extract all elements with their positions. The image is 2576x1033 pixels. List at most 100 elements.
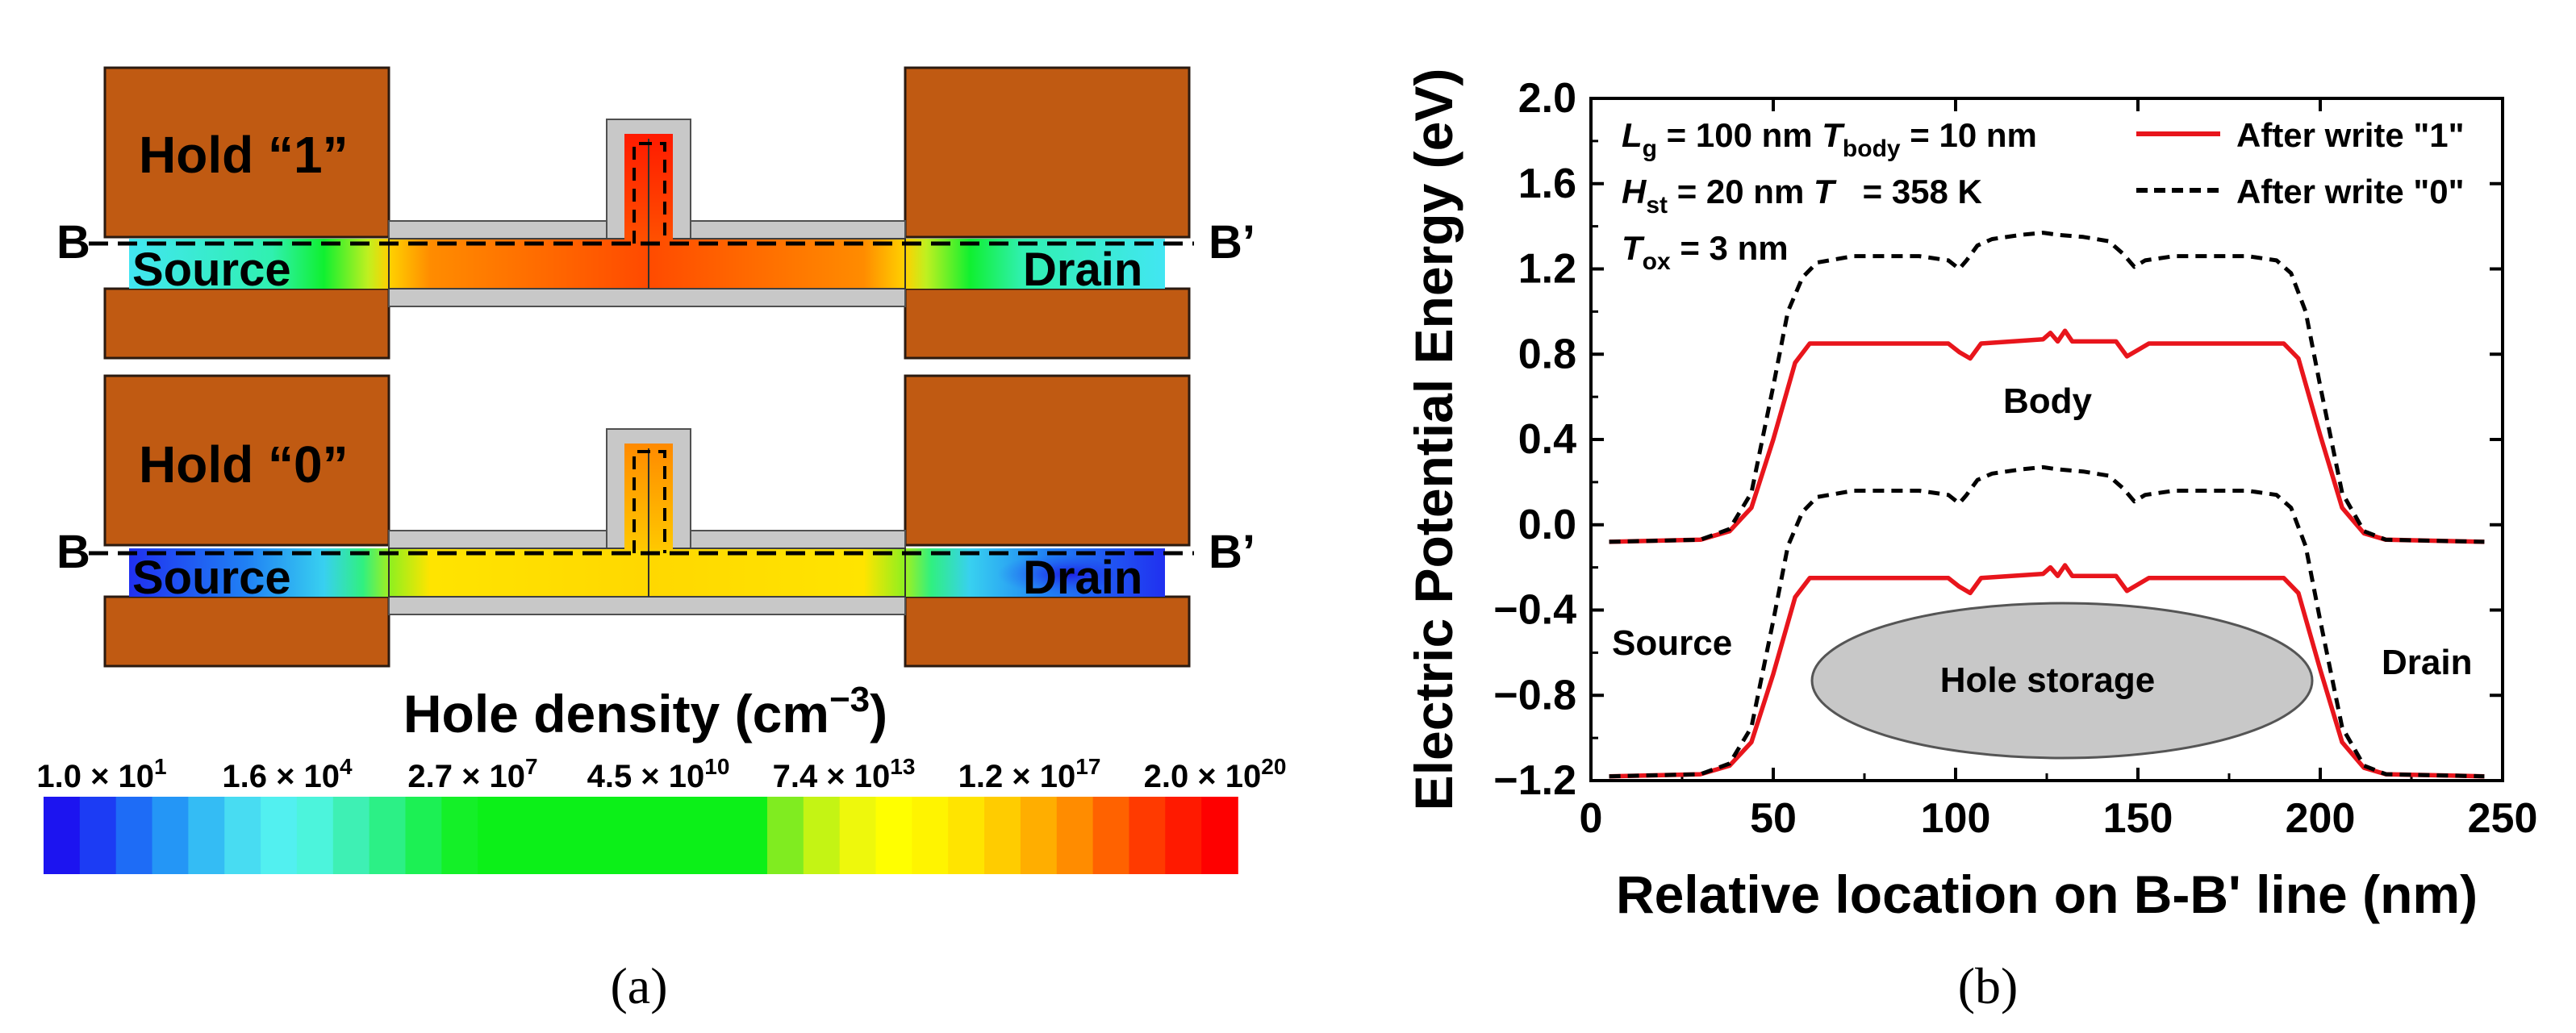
y-axis-label: Electric Potential Energy (eV) bbox=[1404, 69, 1463, 811]
y-tick-label: −0.8 bbox=[1493, 672, 1576, 719]
colorbar-cell bbox=[766, 797, 804, 874]
colorbar-cell bbox=[695, 797, 732, 874]
x-tick-label: 250 bbox=[2468, 795, 2538, 842]
y-tick-label: 0.0 bbox=[1518, 502, 1576, 548]
source-region bbox=[129, 239, 389, 289]
colorbar-tick-labels: 1.0 × 101 1.6 × 104 2.7 × 107 4.5 × 1010 7.4… bbox=[36, 754, 1286, 794]
channel-region bbox=[388, 548, 906, 598]
x-tick-label: 200 bbox=[2286, 795, 2356, 842]
colorbar-tick-label: 1.0 × 101 bbox=[36, 754, 166, 794]
drain-contact-bottom bbox=[904, 287, 1191, 360]
colorbar-cell bbox=[332, 797, 370, 874]
cut-line-fin bbox=[633, 450, 666, 553]
parameter-block: Lg = 100 nm Tbody = 10 nm Hst = 20 nm T … bbox=[1622, 116, 2037, 275]
device-hold-1: Hold “1” Source Drain B B’ bbox=[56, 66, 1255, 360]
colorbar-tick-label: 1.2 × 1017 bbox=[958, 754, 1101, 794]
series-line-1 bbox=[1609, 563, 2485, 779]
colorbar-cell bbox=[1165, 797, 1202, 874]
drain-contact-top bbox=[904, 374, 1191, 547]
x-axis-label: Relative location on B-B' line (nm) bbox=[1616, 864, 2478, 924]
colorbar-cell bbox=[441, 797, 478, 874]
x-tick-label: 0 bbox=[1580, 795, 1603, 842]
colorbar-tick-label: 2.7 × 107 bbox=[407, 754, 537, 794]
colorbar-cell bbox=[79, 797, 117, 874]
colorbar-cell bbox=[622, 797, 660, 874]
colorbar-cell bbox=[152, 797, 190, 874]
colorbar-cell bbox=[405, 797, 443, 874]
legend: After write "1" After write "0" bbox=[2136, 116, 2465, 210]
colorbar-cell bbox=[115, 797, 153, 874]
series-line-2 bbox=[1609, 231, 2485, 544]
device-hold-0: Hold “0” Source Drain B B’ bbox=[56, 374, 1255, 668]
channel-region bbox=[388, 238, 906, 289]
y-tick-label: 1.6 bbox=[1518, 160, 1576, 207]
device-title: Hold “0” bbox=[139, 435, 349, 494]
colorbar-cell bbox=[224, 797, 261, 874]
colorbar-cell bbox=[478, 797, 515, 874]
drain-contact-bottom bbox=[904, 595, 1191, 668]
hole-storage-ellipse bbox=[1810, 602, 2314, 760]
colorbar-tick-label: 4.5 × 1010 bbox=[587, 754, 730, 794]
chart-series bbox=[1609, 231, 2485, 779]
colorbar: Hole density (cm−3) 1.0 × 101 1.6 × 104 2.… bbox=[36, 680, 1286, 874]
y-tick-label: 2.0 bbox=[1518, 75, 1576, 122]
colorbar-cell bbox=[261, 797, 298, 874]
annotation-body: Body bbox=[2003, 381, 2093, 421]
colorbar-cell bbox=[658, 797, 696, 874]
colorbar-cell bbox=[984, 797, 1021, 874]
series-line-3 bbox=[1609, 464, 2485, 779]
cut-line-fin bbox=[633, 142, 666, 244]
colorbar-cell bbox=[1020, 797, 1058, 874]
colorbar-cell bbox=[188, 797, 226, 874]
source-contact-top bbox=[103, 66, 390, 239]
x-tick-label: 100 bbox=[1921, 795, 1991, 842]
panel-a: Hold “1” Source Drain B B’ Hold “0” bbox=[36, 66, 1286, 1014]
param-line-2: Hst = 20 nm T = 358 K bbox=[1622, 173, 1982, 219]
x-axis-ticks: 0 50 100 150 200 250 bbox=[1580, 98, 2538, 842]
colorbar-cell bbox=[839, 797, 877, 874]
y-tick-label: 0.4 bbox=[1518, 416, 1576, 463]
source-contact-bottom bbox=[103, 287, 390, 360]
panel-b-label: (b) bbox=[1958, 957, 2019, 1014]
param-line-1: Lg = 100 nm Tbody = 10 nm bbox=[1622, 116, 2037, 162]
colorbar-gradient bbox=[44, 797, 1238, 874]
annotation-hole-storage: Hole storage bbox=[1940, 660, 2156, 700]
colorbar-cell bbox=[369, 797, 407, 874]
panel-a-label: (a) bbox=[610, 957, 667, 1014]
gate-oxide-bottom bbox=[388, 288, 906, 307]
x-tick-label: 150 bbox=[2103, 795, 2173, 842]
y-tick-label: −1.2 bbox=[1493, 757, 1576, 804]
colorbar-cell bbox=[1201, 797, 1238, 874]
series-line-0 bbox=[1609, 328, 2485, 544]
source-contact-bottom bbox=[103, 595, 390, 668]
annotation-source: Source bbox=[1612, 623, 1732, 663]
drain-contact-top bbox=[904, 66, 1191, 239]
colorbar-cell bbox=[1092, 797, 1130, 874]
colorbar-cell bbox=[549, 797, 587, 874]
colorbar-cell bbox=[514, 797, 551, 874]
colorbar-tick-label: 2.0 × 1020 bbox=[1144, 754, 1287, 794]
device-title: Hold “1” bbox=[139, 126, 349, 184]
source-label: Source bbox=[132, 552, 291, 604]
colorbar-cell bbox=[1129, 797, 1167, 874]
source-contact-top bbox=[103, 374, 390, 547]
cut-label-b-prime: B’ bbox=[1209, 526, 1255, 578]
panel-b-chart: −1.2 −0.8 −0.4 0.0 0.4 0.8 1.2 1.6 2.0 0 50 100 150… bbox=[1404, 69, 2537, 1014]
cut-label-b: B bbox=[56, 216, 90, 269]
colorbar-cell bbox=[803, 797, 841, 874]
y-tick-label: −0.4 bbox=[1493, 587, 1576, 634]
colorbar-cell bbox=[948, 797, 985, 874]
source-region bbox=[129, 548, 389, 597]
colorbar-title: Hole density (cm−3) bbox=[403, 680, 887, 744]
y-tick-label: 0.8 bbox=[1518, 331, 1576, 377]
legend-label-write-0: After write "0" bbox=[2236, 173, 2465, 210]
cut-label-b-prime: B’ bbox=[1209, 216, 1255, 269]
colorbar-tick-label: 1.6 × 104 bbox=[222, 754, 353, 794]
y-axis-ticks: −1.2 −0.8 −0.4 0.0 0.4 0.8 1.2 1.6 2.0 bbox=[1493, 75, 2503, 804]
colorbar-cell bbox=[586, 797, 624, 874]
colorbar-cell bbox=[296, 797, 334, 874]
cut-label-b: B bbox=[56, 526, 90, 578]
drain-label: Drain bbox=[1023, 552, 1142, 604]
drain-region bbox=[905, 239, 1165, 289]
drain-label: Drain bbox=[1023, 244, 1142, 296]
